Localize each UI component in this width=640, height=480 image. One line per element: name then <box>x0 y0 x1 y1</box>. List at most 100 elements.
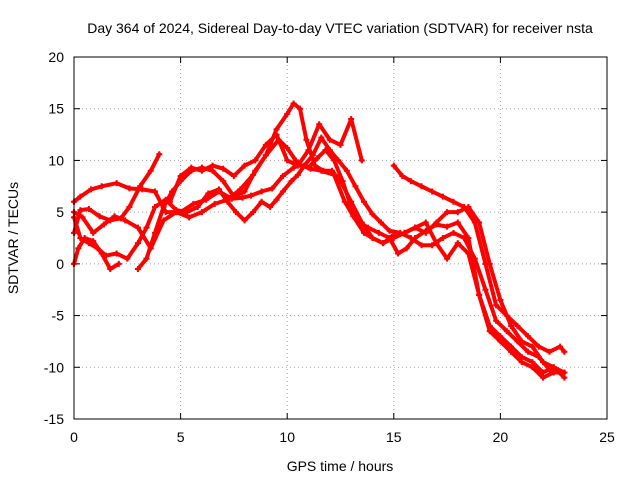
data-point <box>122 217 129 224</box>
data-point <box>258 188 265 195</box>
data-point <box>143 255 150 262</box>
data-point <box>465 203 472 210</box>
data-point <box>194 203 201 210</box>
data-point <box>326 136 333 143</box>
data-point <box>540 374 547 381</box>
data-point <box>241 188 248 195</box>
y-tick-label: 5 <box>56 204 64 220</box>
data-point <box>241 162 248 169</box>
data-point <box>279 188 286 195</box>
data-point <box>252 157 259 164</box>
data-point <box>454 209 461 216</box>
data-point <box>134 224 141 231</box>
data-point <box>294 171 301 178</box>
data-point <box>540 359 547 366</box>
data-point <box>508 343 515 350</box>
data-point <box>239 194 246 201</box>
data-point <box>111 213 118 220</box>
data-point <box>134 266 141 273</box>
data-point <box>211 200 218 207</box>
data-point <box>77 235 84 241</box>
y-tick-label: -15 <box>44 411 64 427</box>
data-point <box>205 190 212 197</box>
data-point <box>290 100 297 107</box>
data-point <box>337 141 344 148</box>
data-point <box>107 266 114 273</box>
data-point <box>493 302 500 309</box>
data-point <box>360 198 367 205</box>
data-point <box>98 183 105 190</box>
data-point <box>433 240 440 247</box>
data-point <box>296 105 303 112</box>
data-point <box>186 214 193 221</box>
data-point <box>320 167 327 174</box>
data-point <box>160 203 167 210</box>
y-tick-label: 20 <box>48 49 64 65</box>
data-point <box>137 183 144 190</box>
data-point <box>508 348 515 355</box>
data-point <box>535 343 542 350</box>
data-point <box>343 167 350 174</box>
data-point <box>124 255 131 262</box>
data-point <box>198 209 205 216</box>
data-point <box>230 172 237 179</box>
y-tick-label: -10 <box>44 359 64 375</box>
data-point <box>152 203 159 210</box>
data-point <box>284 157 291 164</box>
data-point <box>358 219 365 226</box>
data-point <box>316 121 323 128</box>
data-point <box>497 297 504 304</box>
data-point <box>461 235 468 241</box>
data-point <box>77 193 84 200</box>
data-point <box>126 203 133 210</box>
data-point <box>311 162 318 169</box>
y-tick-label: 0 <box>56 256 64 272</box>
x-tick-label: 25 <box>599 429 615 445</box>
data-point <box>341 198 348 205</box>
tick-labels: 0 5 10 15 20 25 -15 -10 -5 0 5 10 15 20 <box>44 49 615 445</box>
series-group <box>71 100 568 381</box>
data-point <box>85 240 92 247</box>
data-point <box>75 245 82 252</box>
data-point <box>399 172 406 179</box>
data-point <box>113 250 120 257</box>
data-point <box>529 359 536 366</box>
data-point <box>262 141 269 148</box>
data-point <box>465 250 472 257</box>
data-point <box>269 185 276 192</box>
data-point <box>152 188 159 195</box>
data-point <box>482 286 489 293</box>
data-point <box>380 240 387 247</box>
data-point <box>241 217 248 224</box>
data-point <box>250 209 257 216</box>
data-point <box>305 147 312 154</box>
data-point <box>369 235 376 241</box>
data-point <box>529 364 536 371</box>
data-point <box>486 328 493 335</box>
data-point <box>358 157 365 164</box>
data-point <box>301 162 308 169</box>
data-point <box>525 333 532 340</box>
data-point <box>444 255 451 262</box>
data-point <box>143 224 150 231</box>
data-point <box>209 162 216 169</box>
data-point <box>450 229 457 236</box>
data-point <box>288 178 295 185</box>
data-point <box>96 213 103 220</box>
y-tick-label: 15 <box>48 101 64 117</box>
data-point <box>518 353 525 360</box>
data-point <box>429 242 436 249</box>
data-point <box>173 207 180 214</box>
data-point <box>550 364 557 371</box>
data-point <box>476 291 483 298</box>
data-point <box>188 164 195 171</box>
data-point <box>335 157 342 164</box>
data-point <box>183 209 190 216</box>
data-point <box>514 322 521 329</box>
data-point <box>147 167 154 174</box>
data-point <box>177 172 184 179</box>
data-point <box>79 214 86 221</box>
data-point <box>450 198 457 205</box>
data-point <box>476 219 483 226</box>
